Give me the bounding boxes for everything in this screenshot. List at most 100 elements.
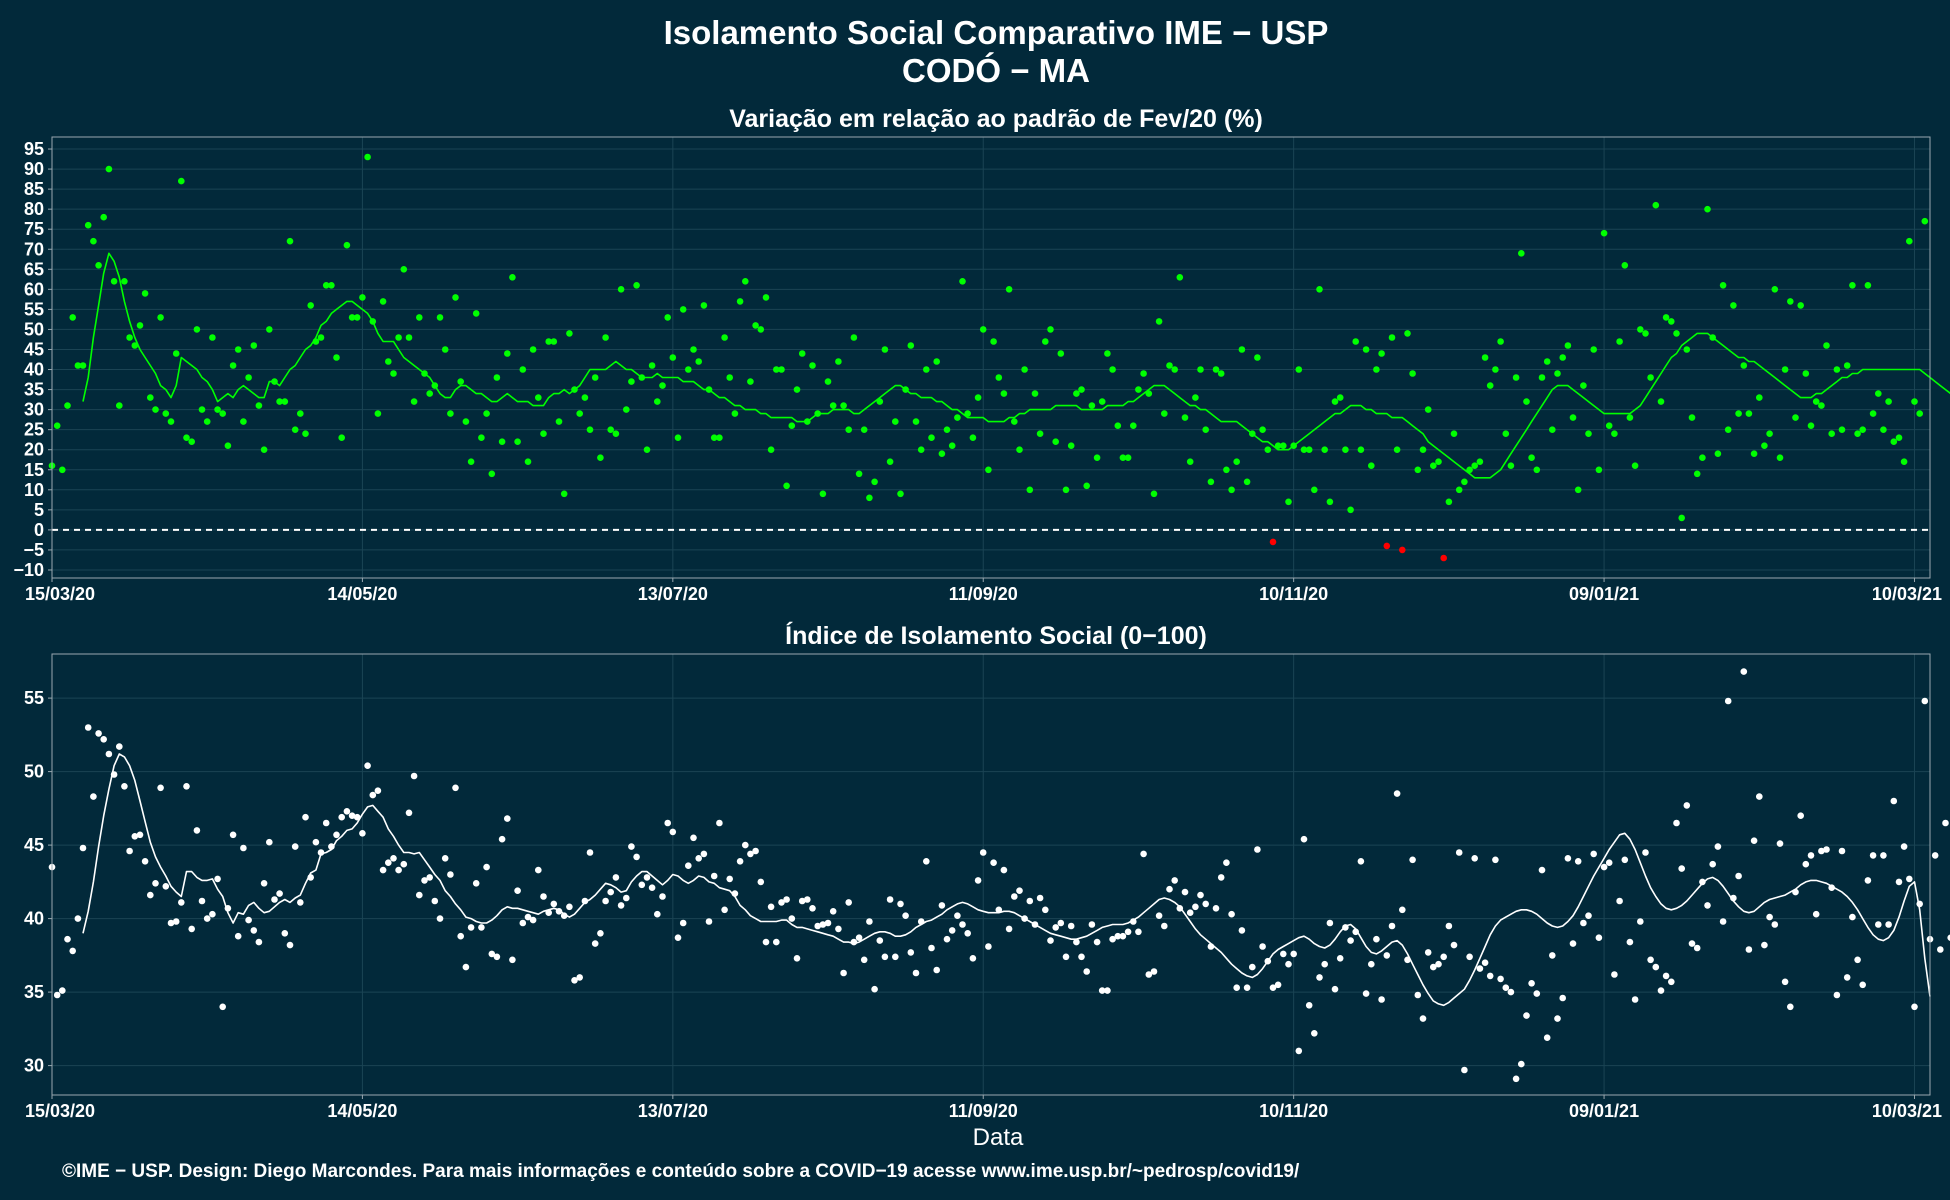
panel-index-grid xyxy=(51,654,1930,1095)
data-point xyxy=(343,241,351,249)
data-point xyxy=(1843,974,1851,981)
data-point xyxy=(1792,888,1799,896)
data-point xyxy=(431,382,439,389)
data-point xyxy=(1781,366,1789,373)
data-point xyxy=(472,880,480,887)
data-point xyxy=(172,350,180,357)
data-point xyxy=(638,881,646,889)
data-point xyxy=(1186,909,1194,916)
data-point xyxy=(1109,366,1116,373)
data-point xyxy=(240,418,247,425)
y-tick-label: 0 xyxy=(34,520,44,540)
data-point xyxy=(276,398,283,405)
data-point xyxy=(979,326,987,333)
data-point xyxy=(343,808,351,815)
data-point xyxy=(535,866,542,874)
data-point xyxy=(1088,402,1096,409)
data-point xyxy=(1233,984,1240,991)
x-tick-label: 13/07/20 xyxy=(638,584,708,604)
data-point xyxy=(757,326,765,333)
data-point xyxy=(1693,944,1701,952)
data-point xyxy=(1011,418,1018,425)
data-point xyxy=(1238,927,1246,934)
data-point xyxy=(1471,855,1478,862)
data-point xyxy=(747,378,754,385)
data-point xyxy=(938,450,946,458)
data-point xyxy=(1031,921,1039,928)
data-point xyxy=(400,860,408,868)
data-point xyxy=(1150,490,1158,498)
data-point xyxy=(1704,902,1711,909)
data-point xyxy=(1383,952,1391,959)
data-point xyxy=(829,908,837,915)
data-point xyxy=(395,334,402,341)
data-point xyxy=(110,278,118,285)
data-point xyxy=(524,913,532,921)
data-point xyxy=(669,354,677,361)
data-point xyxy=(519,919,527,927)
data-point xyxy=(1745,946,1753,953)
data-point xyxy=(1621,262,1629,269)
data-point xyxy=(1368,462,1375,470)
data-point xyxy=(1052,438,1059,446)
data-point xyxy=(979,849,987,856)
data-point xyxy=(157,784,164,792)
data-point xyxy=(969,434,977,442)
data-point xyxy=(1657,987,1665,994)
data-point xyxy=(1238,346,1246,353)
data-point xyxy=(1005,925,1013,933)
data-point xyxy=(1833,991,1841,999)
data-point xyxy=(1528,454,1535,462)
data-point xyxy=(1243,478,1251,486)
data-point xyxy=(700,302,708,309)
data-point xyxy=(426,874,434,881)
data-point xyxy=(436,314,444,321)
data-point xyxy=(1906,875,1913,883)
data-point xyxy=(705,386,713,393)
data-point xyxy=(1280,442,1287,450)
data-point xyxy=(829,402,837,409)
data-point xyxy=(1895,878,1903,886)
data-point xyxy=(1202,900,1209,908)
data-point xyxy=(1714,450,1722,458)
data-point xyxy=(1388,922,1396,930)
data-point xyxy=(1740,362,1748,369)
data-point xyxy=(731,890,739,897)
data-point xyxy=(1833,366,1841,373)
data-point xyxy=(1621,856,1629,864)
data-point xyxy=(1280,950,1287,958)
data-point xyxy=(271,896,278,903)
data-point xyxy=(1492,366,1499,373)
data-point xyxy=(954,414,961,421)
data-point xyxy=(462,418,470,425)
x-tick-label: 13/07/20 xyxy=(638,1101,708,1121)
data-point xyxy=(1678,514,1685,522)
data-point xyxy=(628,843,635,850)
data-point xyxy=(902,386,909,393)
data-point xyxy=(866,494,873,502)
data-point xyxy=(990,338,997,345)
data-point xyxy=(167,418,175,425)
data-point xyxy=(90,793,97,800)
data-point xyxy=(798,897,806,905)
data-point xyxy=(990,859,997,866)
data-point xyxy=(855,934,863,941)
data-point xyxy=(467,924,475,931)
data-point xyxy=(203,418,211,425)
data-point xyxy=(338,434,346,442)
data-point xyxy=(1652,963,1660,971)
data-point xyxy=(1393,446,1401,454)
data-point xyxy=(405,334,413,341)
data-point xyxy=(1419,1015,1427,1022)
data-point xyxy=(1885,398,1892,405)
data-point xyxy=(69,314,76,321)
data-point xyxy=(1673,330,1680,337)
data-point xyxy=(943,426,951,434)
data-point xyxy=(705,918,713,925)
data-point xyxy=(1771,286,1779,293)
data-point xyxy=(178,899,185,906)
data-point xyxy=(1668,978,1675,986)
data-point xyxy=(1461,1066,1468,1074)
data-point xyxy=(447,871,454,878)
data-point xyxy=(69,947,76,955)
